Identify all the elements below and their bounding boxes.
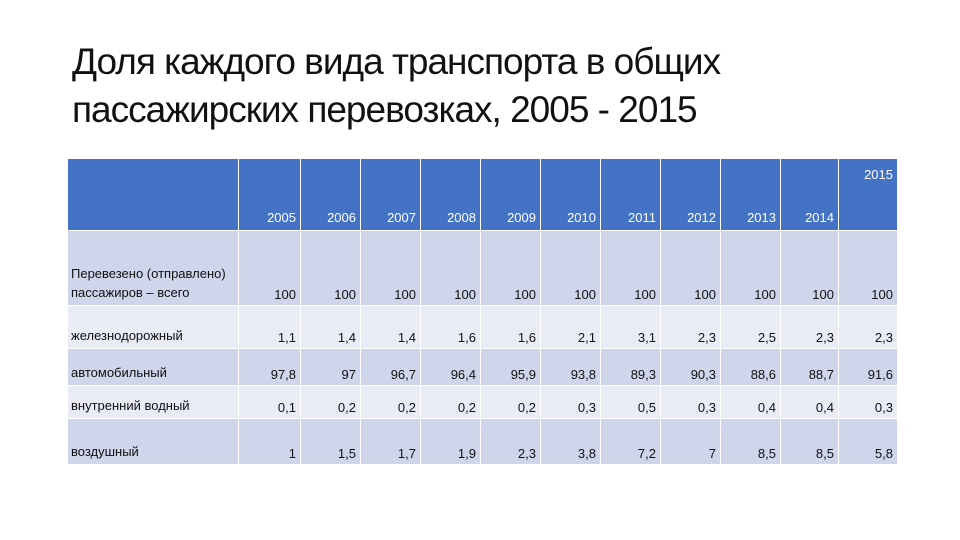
cell-value: 8,5	[780, 418, 839, 465]
table-row: железнодорожный 1,1 1,4 1,4 1,6 1,6 2,1 3,1 2,3 2…	[67, 305, 898, 349]
column-header: 2015	[838, 158, 898, 231]
column-header: 2008	[420, 158, 481, 231]
cell-value: 96,7	[360, 348, 421, 386]
column-header: 2007	[360, 158, 421, 231]
cell-value: 7,2	[600, 418, 661, 465]
row-label: внутренний водный	[67, 385, 239, 419]
cell-value: 95,9	[480, 348, 541, 386]
row-label: воздушный	[67, 418, 239, 465]
cell-value: 8,5	[720, 418, 781, 465]
cell-value: 96,4	[420, 348, 481, 386]
table-row: Перевезено (отправлено) пассажиров – все…	[67, 230, 898, 306]
cell-value: 2,3	[480, 418, 541, 465]
cell-value: 2,3	[780, 305, 839, 349]
cell-value: 5,8	[838, 418, 898, 465]
cell-value: 100	[420, 230, 481, 306]
cell-value: 0,2	[300, 385, 361, 419]
column-header: 2012	[660, 158, 721, 231]
cell-value: 93,8	[540, 348, 601, 386]
table-body: Перевезено (отправлено) пассажиров – все…	[67, 230, 898, 465]
cell-value: 89,3	[600, 348, 661, 386]
cell-value: 100	[838, 230, 898, 306]
cell-value: 2,3	[838, 305, 898, 349]
data-table: 2005 2006 2007 2008 2009 2010 2011 2012 2013 2014…	[67, 158, 898, 465]
cell-value: 97,8	[238, 348, 301, 386]
cell-value: 1,9	[420, 418, 481, 465]
cell-value: 2,5	[720, 305, 781, 349]
cell-value: 100	[720, 230, 781, 306]
cell-value: 100	[300, 230, 361, 306]
table-row: воздушный 1 1,5 1,7 1,9 2,3 3,8 7,2 7 8,5 8,5 5,8	[67, 418, 898, 465]
cell-value: 0,3	[540, 385, 601, 419]
table-row: автомобильный 97,8 97 96,7 96,4 95,9 93,8 89,3 9…	[67, 348, 898, 386]
cell-value: 0,1	[238, 385, 301, 419]
cell-value: 0,2	[360, 385, 421, 419]
cell-value: 0,2	[480, 385, 541, 419]
cell-value: 3,1	[600, 305, 661, 349]
cell-value: 0,2	[420, 385, 481, 419]
column-header: 2010	[540, 158, 601, 231]
cell-value: 2,3	[660, 305, 721, 349]
cell-value: 88,6	[720, 348, 781, 386]
cell-value: 100	[360, 230, 421, 306]
cell-value: 1,6	[420, 305, 481, 349]
cell-value: 1,7	[360, 418, 421, 465]
column-header: 2013	[720, 158, 781, 231]
cell-value: 1,1	[238, 305, 301, 349]
cell-value: 97	[300, 348, 361, 386]
cell-value: 100	[480, 230, 541, 306]
table-header: 2005 2006 2007 2008 2009 2010 2011 2012 2013 2014…	[67, 158, 898, 231]
cell-value: 100	[238, 230, 301, 306]
cell-value: 0,3	[660, 385, 721, 419]
cell-value: 100	[660, 230, 721, 306]
row-label: автомобильный	[67, 348, 239, 386]
column-header: 2009	[480, 158, 541, 231]
column-header: 2005	[238, 158, 301, 231]
cell-value: 91,6	[838, 348, 898, 386]
cell-value: 2,1	[540, 305, 601, 349]
table-row: внутренний водный 0,1 0,2 0,2 0,2 0,2 0,3 0,5 0,…	[67, 385, 898, 419]
cell-value: 0,3	[838, 385, 898, 419]
header-corner	[67, 158, 239, 231]
cell-value: 1,4	[360, 305, 421, 349]
column-header: 2011	[600, 158, 661, 231]
cell-value: 100	[600, 230, 661, 306]
row-label: Перевезено (отправлено) пассажиров – все…	[67, 230, 239, 306]
cell-value: 1	[238, 418, 301, 465]
cell-value: 0,4	[720, 385, 781, 419]
cell-value: 1,6	[480, 305, 541, 349]
cell-value: 0,5	[600, 385, 661, 419]
cell-value: 1,5	[300, 418, 361, 465]
row-label: железнодорожный	[67, 305, 239, 349]
column-header: 2006	[300, 158, 361, 231]
cell-value: 1,4	[300, 305, 361, 349]
cell-value: 7	[660, 418, 721, 465]
cell-value: 88,7	[780, 348, 839, 386]
slide-title: Доля каждого вида транспорта в общих пас…	[72, 41, 721, 130]
cell-value: 0,4	[780, 385, 839, 419]
cell-value: 90,3	[660, 348, 721, 386]
cell-value: 100	[540, 230, 601, 306]
cell-value: 100	[780, 230, 839, 306]
cell-value: 3,8	[540, 418, 601, 465]
column-header: 2014	[780, 158, 839, 231]
